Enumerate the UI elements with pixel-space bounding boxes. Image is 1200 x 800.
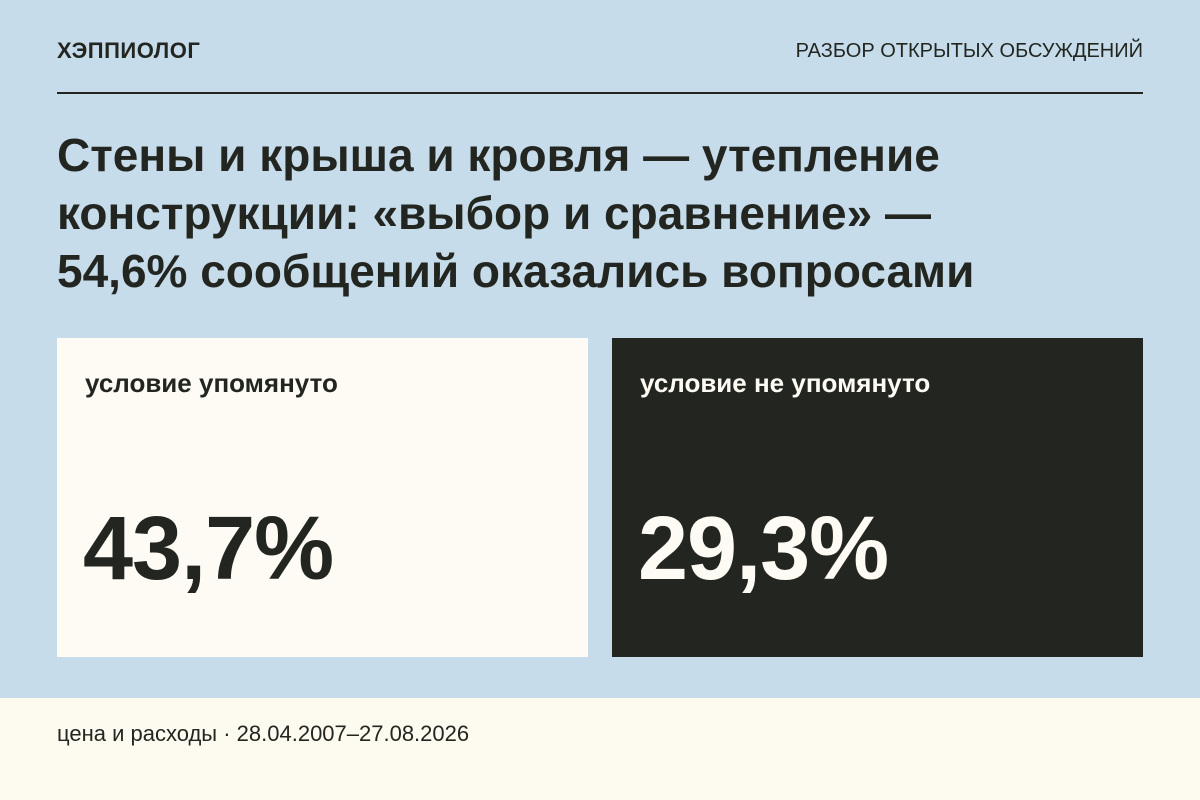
title-line: 54,6% сообщений оказались вопросами xyxy=(57,245,975,297)
brand: ХЭППИОЛОГ xyxy=(57,38,201,63)
card: условие упомянуто 43,7% xyxy=(57,338,588,657)
title: Стены и крыша и кровля — утепление конст… xyxy=(57,126,974,300)
divider xyxy=(57,92,1143,94)
footer-text: цена и расходы · 28.04.2007–27.08.2026 xyxy=(57,721,470,746)
section-label: РАЗБОР ОТКРЫТЫХ ОБСУЖДЕНИЙ xyxy=(795,40,1143,62)
card-label: условие упомянуто xyxy=(85,368,338,398)
title-line: Стены и крыша и кровля — утепление xyxy=(57,129,940,181)
card-value: 29,3% xyxy=(638,499,889,599)
footer: цена и расходы · 28.04.2007–27.08.2026 xyxy=(0,698,1200,800)
title-line: конструкции: «выбор и сравнение» — xyxy=(57,187,931,239)
card: условие не упомянуто 29,3% xyxy=(612,338,1143,657)
card-value: 43,7% xyxy=(83,499,334,599)
card-label: условие не упомянуто xyxy=(640,368,931,398)
